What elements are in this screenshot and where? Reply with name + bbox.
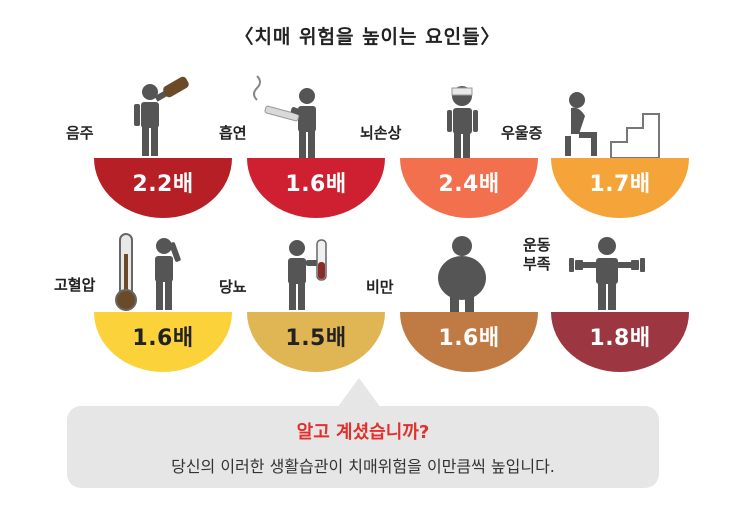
factor-label: 고혈압 (54, 276, 96, 294)
factor-label: 흡연 (219, 124, 247, 142)
factor-value: 1.8배 (589, 326, 651, 351)
factor-smoking: 흡연 1.6배 (219, 66, 387, 218)
factor-obesity: 비만 1.6배 (366, 220, 540, 372)
callout-box: 알고 계셨습니까? 당신의 이러한 생활습관이 치매위험을 이만큼씩 높입니다. (67, 406, 659, 488)
page-title: 〈치매 위험을 높이는 요인들〉 (234, 26, 501, 48)
dumbbell-person-icon (569, 237, 645, 310)
factor-value: 1.6배 (438, 326, 500, 351)
thermometer-person-icon (115, 233, 181, 311)
factor-label: 당뇨 (219, 278, 247, 296)
factor-label: 음주 (66, 124, 94, 142)
callout-question: 알고 계셨습니까? (296, 422, 430, 443)
factor-value: 1.6배 (132, 326, 194, 351)
factor-value: 1.5배 (285, 326, 347, 351)
depressed-person-icon (565, 92, 660, 159)
callout-message: 당신의 이러한 생활습관이 치매위험을 이만큼씩 높입니다. (171, 457, 555, 476)
factor-value: 2.2배 (132, 172, 194, 197)
test-tube-person-icon (288, 239, 327, 310)
head-injury-person-icon (447, 86, 478, 158)
factor-head-injury: 뇌손상 2.4배 (360, 66, 540, 218)
factor-value: 1.7배 (589, 172, 651, 197)
factor-diabetes: 당뇨 1.5배 (219, 220, 387, 372)
callout-pointer (337, 378, 381, 408)
factor-value: 1.6배 (285, 172, 347, 197)
smoking-person-icon (253, 75, 316, 158)
factor-label: 우울증 (501, 124, 543, 142)
factor-drinking: 음주 2.2배 (66, 66, 234, 218)
factor-label: 뇌손상 (360, 124, 402, 142)
factor-value: 2.4배 (438, 172, 500, 197)
drinking-person-icon (134, 76, 189, 156)
factor-hypertension: 고혈압 1.6배 (54, 220, 234, 372)
factor-label: 운동 부족 (523, 236, 551, 273)
factor-depression: 우울증 1.7배 (501, 66, 691, 218)
factor-lack-of-exercise: 운동 부족 1.8배 (523, 220, 691, 372)
obese-person-icon (438, 236, 486, 312)
factor-label: 비만 (366, 278, 394, 296)
